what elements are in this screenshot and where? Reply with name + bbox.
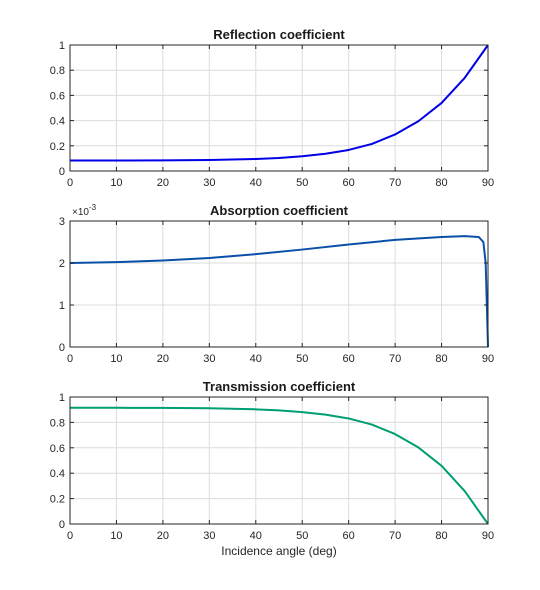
x-tick-label: 70 — [389, 177, 401, 189]
x-tick-label: 40 — [250, 530, 262, 542]
x-tick-label: 60 — [343, 353, 355, 365]
x-tick-label: 20 — [157, 177, 169, 189]
x-axis-label: Incidence angle (deg) — [221, 544, 336, 558]
y-tick-label: 0 — [59, 342, 65, 354]
x-tick-label: 80 — [435, 353, 447, 365]
y-tick-label: 0.2 — [50, 494, 65, 506]
y-tick-label: 0.4 — [50, 116, 65, 128]
x-tick-label: 10 — [110, 353, 122, 365]
y-tick-label: 3 — [59, 216, 65, 228]
y-tick-label: 0.6 — [50, 90, 65, 102]
absorption-plot: 0 10 20 30 40 50 60 70 80 90 0 1 2 3 Absorption coeffi… — [59, 203, 494, 365]
x-tick-label: 0 — [67, 177, 73, 189]
x-tick-label: 30 — [203, 353, 215, 365]
y-tick-label: 0 — [59, 519, 65, 531]
y-tick-label: 1 — [59, 40, 65, 52]
x-tick-label: 70 — [389, 530, 401, 542]
reflection-plot: 0 10 20 30 40 50 60 70 80 90 0 0.2 0.4 0.6 0.8 1 Reflect… — [50, 27, 494, 189]
x-tick-label: 0 — [67, 353, 73, 365]
x-tick-label: 90 — [482, 353, 494, 365]
plot-title: Transmission coefficient — [203, 379, 356, 394]
y-tick-label: 1 — [59, 392, 65, 404]
x-tick-label: 50 — [296, 177, 308, 189]
x-tick-label: 90 — [482, 530, 494, 542]
y-tick-label: 1 — [59, 300, 65, 312]
y-tick-label: 0 — [59, 166, 65, 178]
series-line — [69, 235, 489, 348]
x-tick-label: 70 — [389, 353, 401, 365]
x-tick-label: 10 — [110, 530, 122, 542]
plot-frame — [69, 396, 489, 525]
plot-frame — [69, 220, 489, 348]
x-tick-label: 20 — [157, 353, 169, 365]
series-line — [70, 406, 489, 525]
y-exponent-power: -3 — [89, 203, 97, 212]
x-tick-label: 50 — [296, 353, 308, 365]
y-tick-label: 0.8 — [50, 65, 65, 77]
x-tick-label: 30 — [203, 177, 215, 189]
x-tick-label: 80 — [435, 530, 447, 542]
x-tick-label: 60 — [343, 177, 355, 189]
y-exponent-label: ×10-3 — [72, 203, 97, 218]
x-tick-label: 80 — [435, 177, 447, 189]
x-tick-label: 60 — [343, 530, 355, 542]
x-tick-label: 40 — [250, 353, 262, 365]
plot-title: Reflection coefficient — [213, 27, 345, 42]
series-line — [70, 44, 489, 162]
x-tick-label: 50 — [296, 530, 308, 542]
x-tick-label: 30 — [203, 530, 215, 542]
x-tick-label: 0 — [67, 530, 73, 542]
y-tick-label: 0.2 — [50, 141, 65, 153]
x-tick-label: 20 — [157, 530, 169, 542]
x-tick-label: 10 — [110, 177, 122, 189]
y-tick-label: 0.4 — [50, 468, 65, 480]
plot-title: Absorption coefficient — [210, 203, 349, 218]
y-tick-label: 0.8 — [50, 417, 65, 429]
y-tick-label: 0.6 — [50, 443, 65, 455]
x-tick-label: 40 — [250, 177, 262, 189]
y-tick-label: 2 — [59, 258, 65, 270]
transmission-plot: 0 10 20 30 40 50 60 70 80 90 0 0.2 0.4 0.6 0.8 1 Transmi… — [50, 379, 494, 558]
x-tick-label: 90 — [482, 177, 494, 189]
plot-frame — [69, 44, 489, 172]
